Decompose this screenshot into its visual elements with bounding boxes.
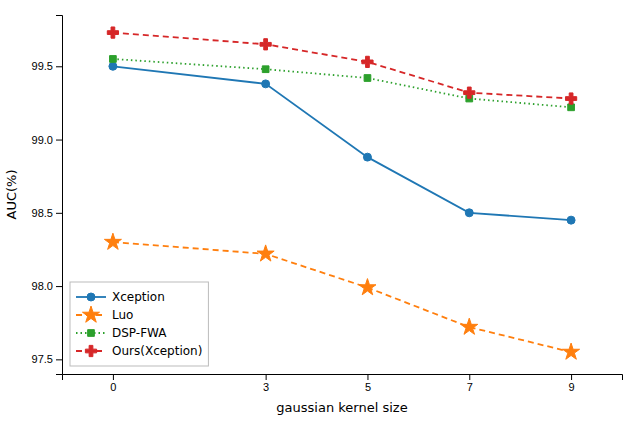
- tick-mark: [367, 374, 368, 380]
- marker: [364, 75, 371, 82]
- marker: [565, 93, 576, 104]
- series-markers: [107, 27, 576, 104]
- tick-label: 97.5: [32, 353, 53, 365]
- chart: 0 3 5 7 9 97.5 98.0 98.5 99.0 99.5 Xception Luo DSP-…: [0, 0, 640, 422]
- tick-label: 98.0: [32, 280, 53, 292]
- legend-marker: [87, 293, 95, 301]
- series-line: [113, 59, 571, 107]
- marker: [262, 80, 270, 88]
- plot-area: 0 3 5 7 9 97.5 98.0 98.5 99.0 99.5 Xception Luo DSP-…: [32, 16, 623, 393]
- tick-mark: [56, 66, 62, 67]
- legend-marker: [88, 330, 95, 337]
- y-axis: 97.5 98.0 98.5 99.0 99.5: [32, 16, 63, 375]
- tick-mark: [266, 374, 267, 380]
- marker: [262, 66, 269, 73]
- marker: [359, 279, 376, 295]
- legend-marker: [85, 345, 96, 356]
- marker: [461, 318, 478, 334]
- marker: [109, 62, 117, 70]
- marker: [257, 245, 274, 261]
- series-markers: [109, 62, 575, 224]
- legend-label: Xception: [112, 290, 165, 304]
- tick: 3: [263, 374, 269, 393]
- legend-box: [70, 282, 208, 366]
- legend-marker: [82, 306, 99, 322]
- legend-item: Xception: [76, 290, 165, 304]
- x-axis: 0 3 5 7 9: [63, 374, 623, 393]
- tick: 5: [365, 374, 371, 393]
- legend-item: Ours(Xception): [76, 344, 202, 358]
- axis-line: [56, 16, 63, 375]
- legend: Xception Luo DSP-FWA Ours(Xception): [70, 282, 208, 366]
- marker: [363, 153, 371, 161]
- marker: [104, 233, 121, 249]
- tick-label: 9: [569, 381, 575, 393]
- legend-label: Ours(Xception): [112, 344, 202, 358]
- series-markers: [110, 56, 575, 111]
- tick-mark: [56, 286, 62, 287]
- tick-label: 3: [263, 381, 269, 393]
- tick: 98.5: [32, 207, 62, 219]
- tick: 99.5: [32, 60, 62, 72]
- x-axis-title: gaussian kernel size: [276, 400, 407, 415]
- marker: [464, 87, 475, 98]
- marker: [465, 209, 473, 217]
- tick-mark: [56, 213, 62, 214]
- tick-mark: [113, 374, 114, 380]
- tick-label: 99.5: [32, 60, 53, 72]
- marker: [260, 39, 271, 50]
- marker: [563, 343, 580, 359]
- marker: [362, 56, 373, 67]
- marker: [107, 27, 118, 38]
- tick-label: 98.5: [32, 207, 53, 219]
- legend-item: Luo: [76, 306, 133, 322]
- legend-label: DSP-FWA: [112, 326, 167, 340]
- tick: 7: [467, 374, 473, 393]
- tick-mark: [469, 374, 470, 380]
- marker: [568, 104, 575, 111]
- tick-label: 0: [110, 381, 116, 393]
- axis-line: [63, 375, 623, 381]
- legend-item: DSP-FWA: [76, 326, 167, 340]
- tick: 98.0: [32, 280, 62, 292]
- series-line: [113, 33, 571, 99]
- series-line: [113, 66, 571, 220]
- tick: 99.0: [32, 134, 62, 146]
- tick-mark: [56, 359, 62, 360]
- tick: 0: [110, 374, 116, 393]
- tick-label: 7: [467, 381, 473, 393]
- tick-label: 5: [365, 381, 371, 393]
- y-axis-title: AUC(%): [4, 170, 19, 220]
- legend-label: Luo: [112, 308, 133, 322]
- tick-mark: [571, 374, 572, 380]
- tick-label: 99.0: [32, 134, 53, 146]
- tick: 97.5: [32, 353, 62, 365]
- marker: [110, 56, 117, 63]
- marker: [567, 216, 575, 224]
- tick: 9: [569, 374, 575, 393]
- tick-mark: [56, 140, 62, 141]
